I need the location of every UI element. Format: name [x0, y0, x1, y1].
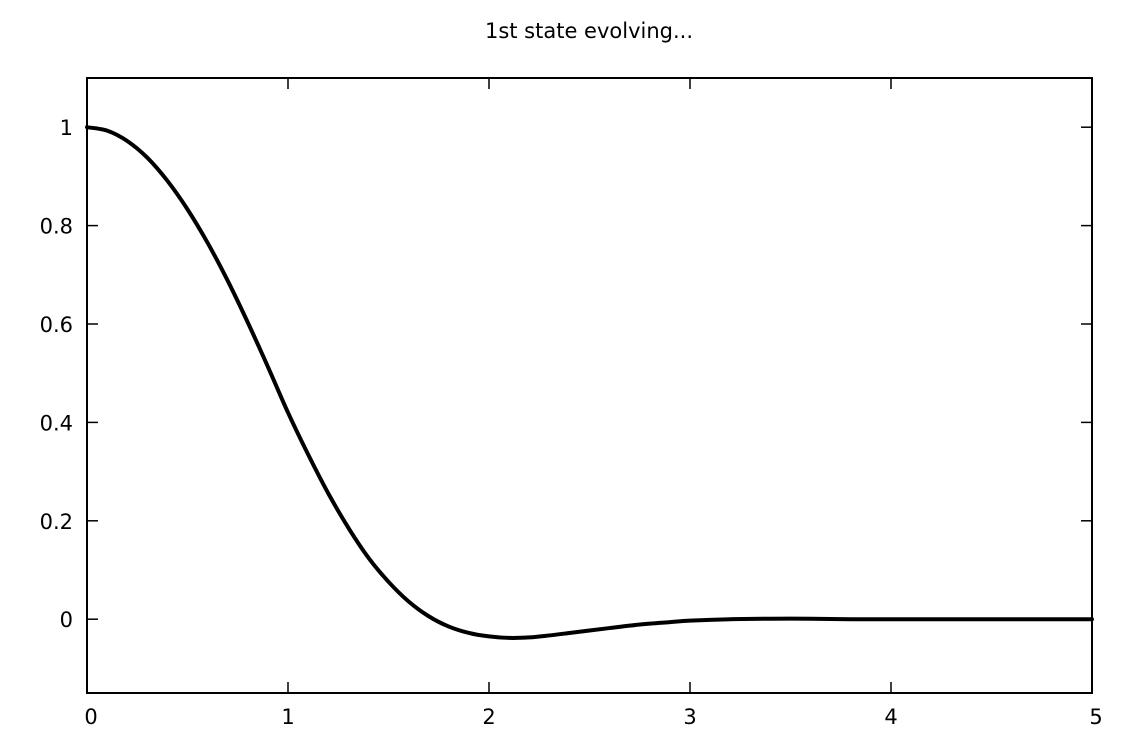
chart-title: 1st state evolving...: [485, 19, 693, 43]
x-tick-label: 2: [482, 705, 495, 729]
y-tick-label: 0.4: [40, 411, 73, 435]
x-tick-label: 4: [884, 705, 897, 729]
ticks-layer: [86, 78, 1093, 693]
y-tick-label: 0.8: [40, 215, 73, 239]
x-tick-label: 1: [281, 705, 294, 729]
x-tick-label: 0: [84, 705, 97, 729]
y-tick-label: 0: [60, 608, 73, 632]
tick-labels-layer: 0 1 2 3 4 5 0 0.2 0.4 0.6 0.8 1: [40, 116, 1103, 729]
plot-frame: [86, 77, 1093, 694]
x-tick-label: 3: [683, 705, 696, 729]
y-tick-label: 1: [60, 116, 73, 140]
series-line: [85, 125, 1094, 640]
y-tick-label: 0.2: [40, 510, 73, 534]
y-tick-label: 0.6: [40, 313, 73, 337]
x-tick-label: 5: [1089, 705, 1102, 729]
